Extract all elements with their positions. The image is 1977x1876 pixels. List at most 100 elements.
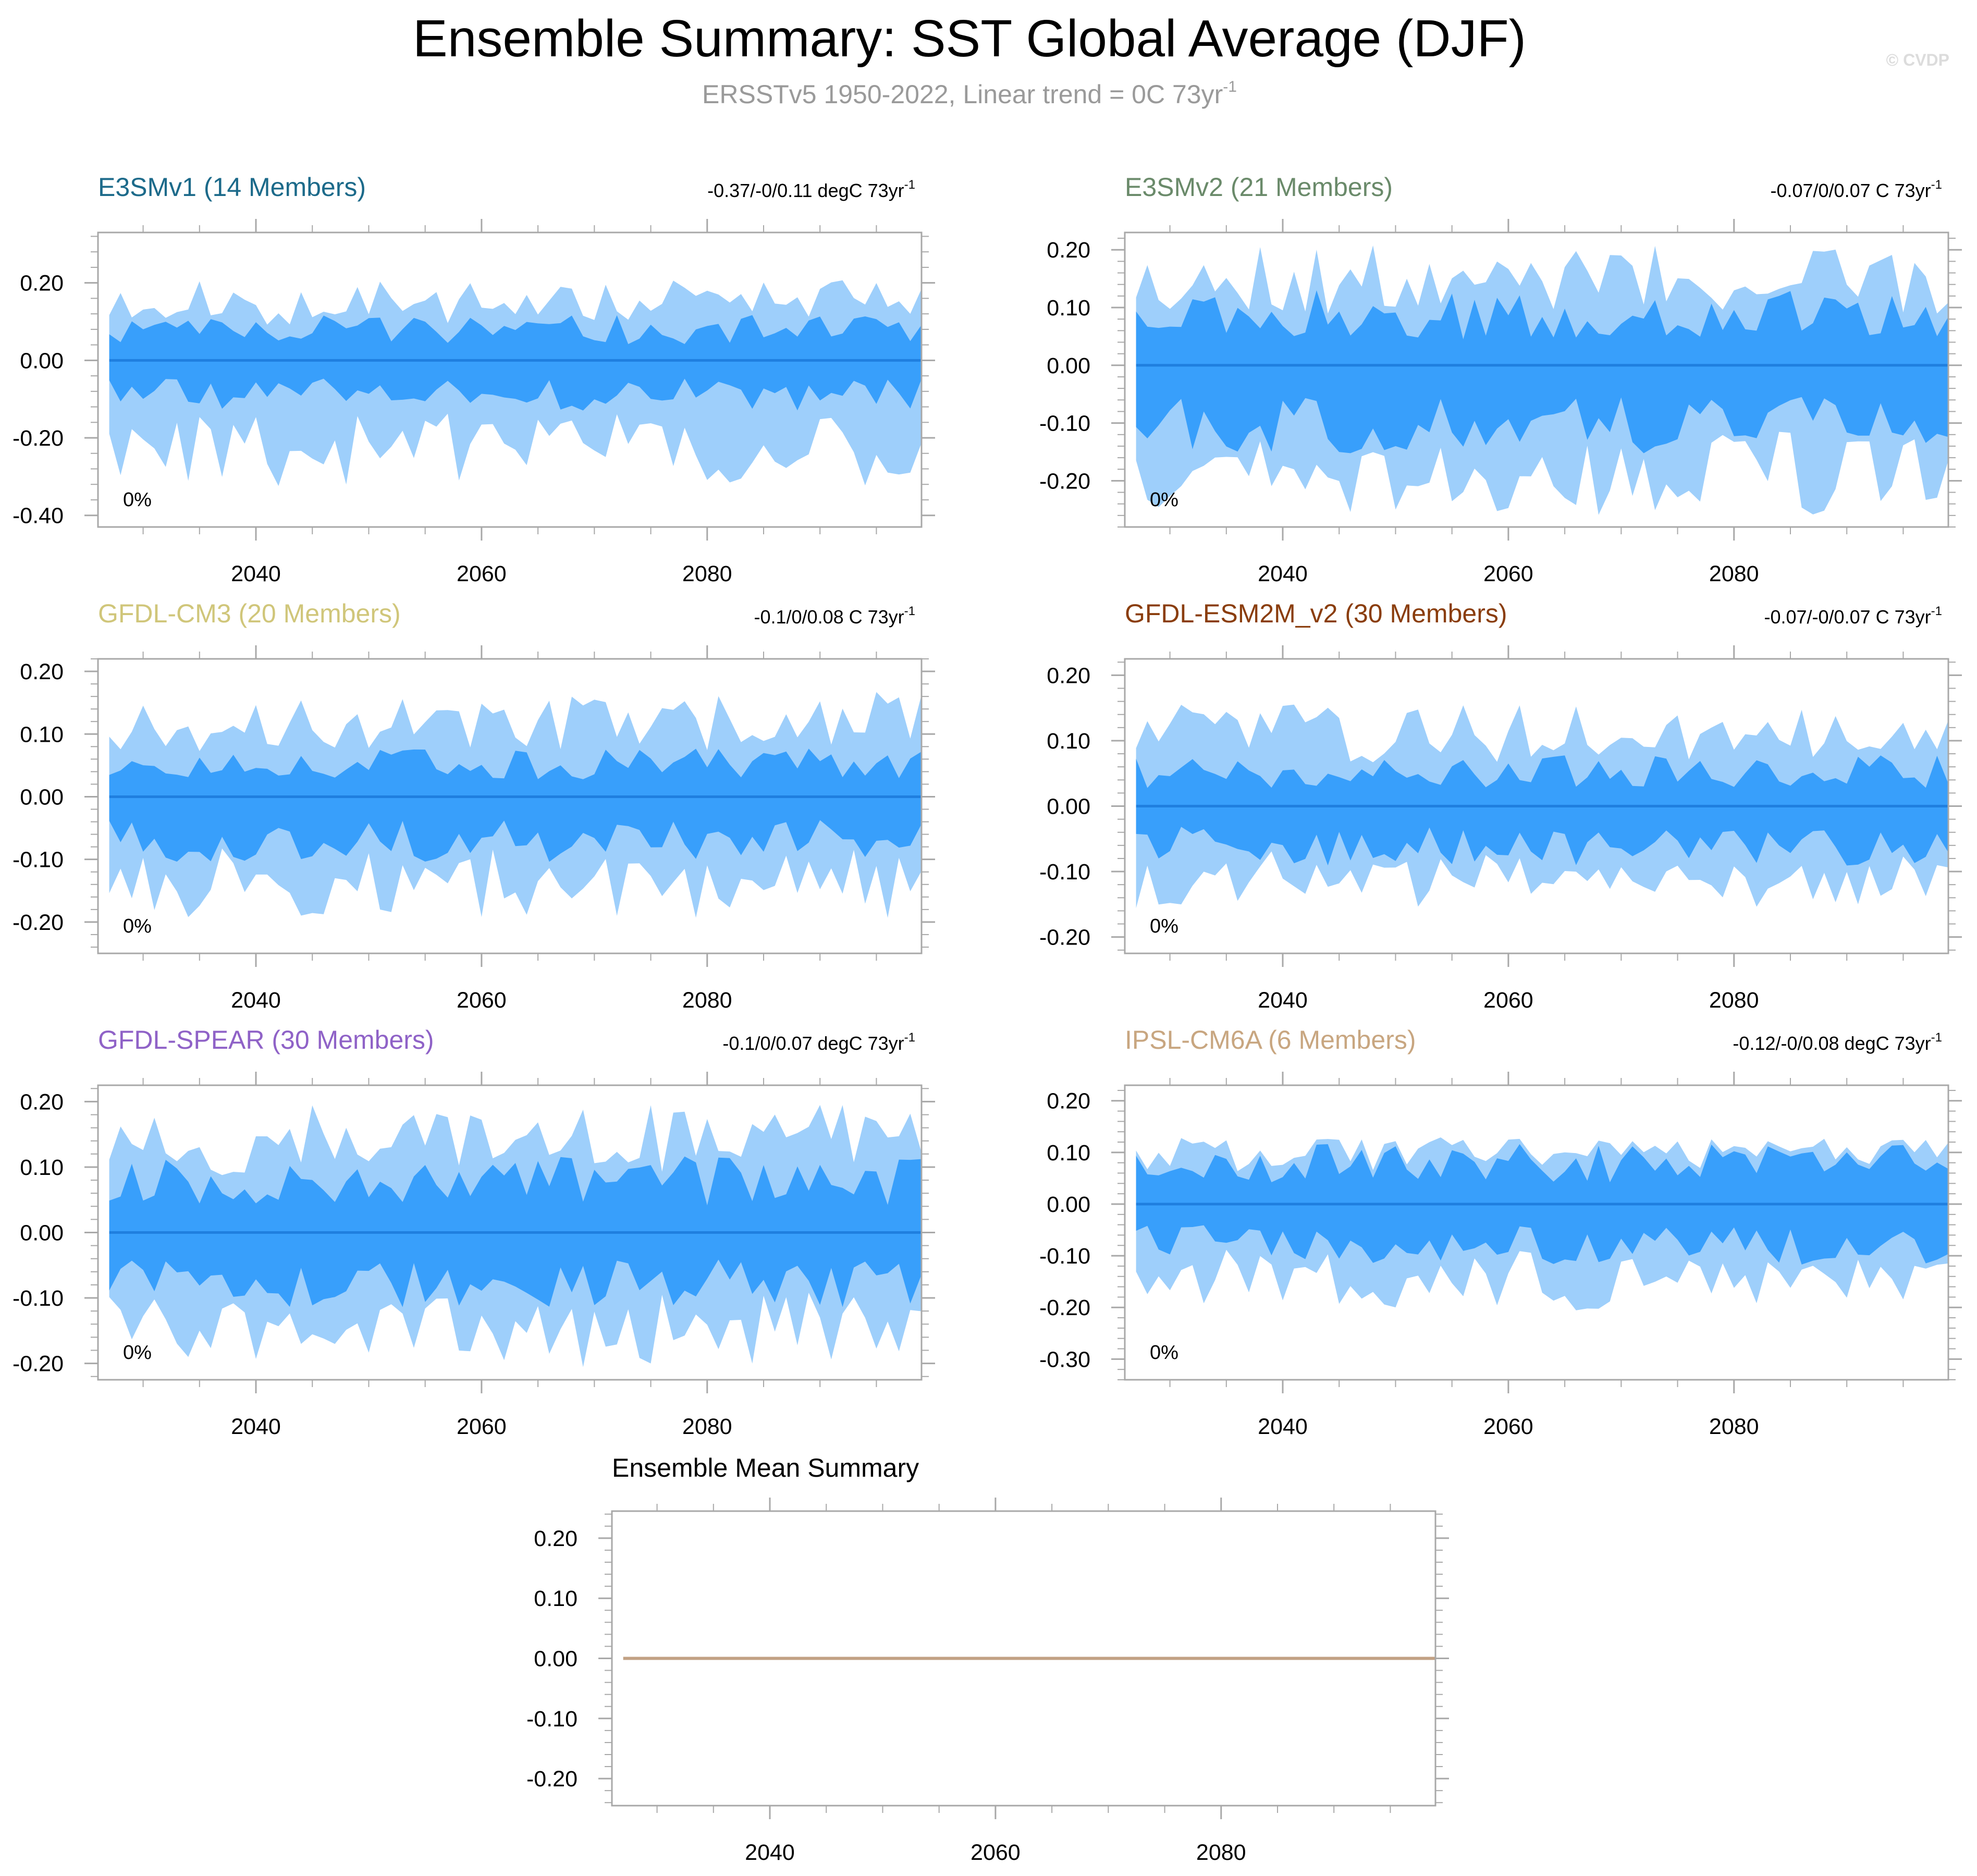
- percent-label: 0%: [123, 489, 152, 511]
- y-tick-label: -0.40: [13, 504, 64, 529]
- panel-gfdl-cm3: GFDL-CM3 (20 Members) -0.1/0/0.08 C 73yr-…: [13, 599, 935, 1013]
- inner-spread-band: [1136, 290, 1948, 453]
- y-tick-label: 0.20: [20, 271, 64, 296]
- x-tick-label: 2080: [1196, 1840, 1246, 1865]
- y-tick-label: -0.20: [13, 1352, 64, 1377]
- panel-trend-label: -0.1/0/0.07 degC 73yr-1: [722, 1031, 915, 1054]
- panel-title: GFDL-CM3 (20 Members): [98, 599, 401, 628]
- trend-sup: -1: [904, 1031, 915, 1045]
- x-tick-label: 2080: [1709, 1414, 1759, 1439]
- trend-value: -0.1/0/0.07 degC 73yr: [722, 1033, 904, 1054]
- panel-trend-label: -0.07/0/0.07 C 73yr-1: [1770, 178, 1942, 201]
- y-tick-label: -0.20: [1039, 925, 1090, 950]
- panel-trend-label: -0.1/0/0.08 C 73yr-1: [754, 604, 915, 628]
- panel-title: GFDL-ESM2M_v2 (30 Members): [1125, 599, 1507, 628]
- percent-label: 0%: [123, 1342, 152, 1364]
- percent-label: 0%: [1150, 1342, 1178, 1364]
- trend-sup: -1: [1931, 604, 1942, 618]
- y-tick-label: 0.10: [1047, 296, 1090, 321]
- x-tick-label: 2080: [682, 561, 732, 586]
- trend-value: -0.1/0/0.08 C 73yr: [754, 606, 904, 628]
- x-tick-label: 2060: [1483, 988, 1533, 1013]
- percent-label: 0%: [1150, 915, 1178, 937]
- percent-label: 0%: [1150, 489, 1178, 511]
- x-tick-label: 2040: [231, 561, 281, 586]
- trend-value: -0.07/-0/0.07 C 73yr: [1764, 606, 1931, 628]
- y-tick-label: 0.20: [1047, 663, 1090, 688]
- inner-spread-band: [1136, 755, 1948, 866]
- y-tick-label: 0.20: [20, 659, 64, 684]
- y-tick-label: -0.20: [1039, 469, 1090, 494]
- y-tick-label: -0.10: [1039, 860, 1090, 885]
- x-tick-label: 2060: [1483, 1414, 1533, 1439]
- inner-spread-band: [109, 749, 922, 862]
- panel-title: E3SMv2 (21 Members): [1125, 173, 1393, 202]
- y-tick-label: -0.20: [1039, 1295, 1090, 1320]
- x-tick-label: 2080: [682, 1414, 732, 1439]
- y-tick-label: 0.00: [20, 1221, 64, 1246]
- y-tick-label: -0.20: [13, 426, 64, 451]
- trend-sup: -1: [904, 604, 915, 618]
- x-tick-label: 2080: [1709, 561, 1759, 586]
- x-tick-label: 2040: [1258, 988, 1308, 1013]
- y-tick-label: 0.10: [20, 1155, 64, 1180]
- x-tick-label: 2080: [1709, 988, 1759, 1013]
- subtitle-text: ERSSTv5 1950-2022, Linear trend = 0C 73y…: [702, 80, 1223, 109]
- panel-e3smv2: E3SMv2 (21 Members) -0.07/0/0.07 C 73yr-1…: [1039, 173, 1962, 586]
- y-tick-label: 0.00: [20, 348, 64, 373]
- y-tick-label: 0.00: [1047, 794, 1090, 819]
- y-tick-label: 0.00: [20, 784, 64, 810]
- y-tick-label: -0.10: [1039, 1244, 1090, 1269]
- panel-ensemble-mean: Ensemble Mean Summary 0.20 0.10 0.00 -0.10 -0…: [526, 1453, 1449, 1865]
- figure-title: Ensemble Summary: SST Global Average (DJ…: [413, 9, 1526, 68]
- plot-frame: [97, 231, 923, 528]
- panel-title: GFDL-SPEAR (30 Members): [98, 1025, 434, 1055]
- plot-frame: [1124, 1084, 1949, 1381]
- x-tick-label: 2060: [1483, 561, 1533, 586]
- y-tick-label: -0.10: [13, 1286, 64, 1311]
- panels: E3SMv1 (14 Members) -0.37/-0/0.11 degC 73…: [13, 173, 1962, 1865]
- x-tick-label: 2060: [457, 1414, 507, 1439]
- panel-trend-label: -0.07/-0/0.07 C 73yr-1: [1764, 604, 1942, 628]
- panel-gfdl-spear: GFDL-SPEAR (30 Members) -0.1/0/0.07 degC …: [13, 1025, 935, 1439]
- trend-value: -0.07/0/0.07 C 73yr: [1770, 180, 1931, 201]
- trend-sup: -1: [1931, 1031, 1942, 1045]
- y-tick-label: 0.20: [1047, 1089, 1090, 1114]
- cvdp-watermark: © CVDP: [1886, 51, 1949, 69]
- y-tick-label: 0.00: [1047, 353, 1090, 378]
- panel-e3smv1: E3SMv1 (14 Members) -0.37/-0/0.11 degC 73…: [13, 173, 935, 586]
- panel-ipsl-cm6a: IPSL-CM6A (6 Members) -0.12/-0/0.08 degC …: [1039, 1025, 1962, 1439]
- y-tick-label: 0.20: [1047, 238, 1090, 263]
- x-tick-label: 2040: [1258, 561, 1308, 586]
- panel-title: IPSL-CM6A (6 Members): [1125, 1025, 1416, 1055]
- y-tick-label: 0.10: [534, 1586, 578, 1611]
- x-tick-label: 2060: [971, 1840, 1021, 1865]
- x-tick-label: 2080: [682, 988, 732, 1013]
- y-tick-label: -0.20: [526, 1767, 578, 1792]
- y-tick-label: 0.10: [1047, 729, 1090, 754]
- trend-sup: -1: [904, 178, 915, 192]
- panel-gfdl-esm2m: GFDL-ESM2M_v2 (30 Members) -0.07/-0/0.07 …: [1039, 599, 1962, 1013]
- x-tick-label: 2040: [745, 1840, 795, 1865]
- x-tick-label: 2040: [1258, 1414, 1308, 1439]
- plot-frame: [1124, 231, 1949, 528]
- figure-subtitle: ERSSTv5 1950-2022, Linear trend = 0C 73y…: [702, 78, 1237, 109]
- plot-frame: [97, 658, 923, 954]
- x-tick-label: 2060: [457, 561, 507, 586]
- x-tick-label: 2040: [231, 1414, 281, 1439]
- y-tick-label: 0.10: [20, 722, 64, 747]
- panel-trend-label: -0.12/-0/0.08 degC 73yr-1: [1733, 1031, 1942, 1054]
- y-tick-label: 0.20: [534, 1526, 578, 1551]
- panel-title: Ensemble Mean Summary: [612, 1453, 919, 1482]
- panel-title: E3SMv1 (14 Members): [98, 173, 366, 202]
- y-tick-label: -0.10: [1039, 411, 1090, 436]
- y-tick-label: 0.00: [534, 1647, 578, 1672]
- trend-value: -0.12/-0/0.08 degC 73yr: [1733, 1033, 1931, 1054]
- percent-label: 0%: [123, 915, 152, 937]
- trend-value: -0.37/-0/0.11 degC 73yr: [707, 180, 904, 201]
- panel-trend-label: -0.37/-0/0.11 degC 73yr-1: [707, 178, 915, 201]
- x-tick-label: 2040: [231, 988, 281, 1013]
- y-tick-label: -0.30: [1039, 1347, 1090, 1372]
- y-tick-label: -0.10: [526, 1707, 578, 1732]
